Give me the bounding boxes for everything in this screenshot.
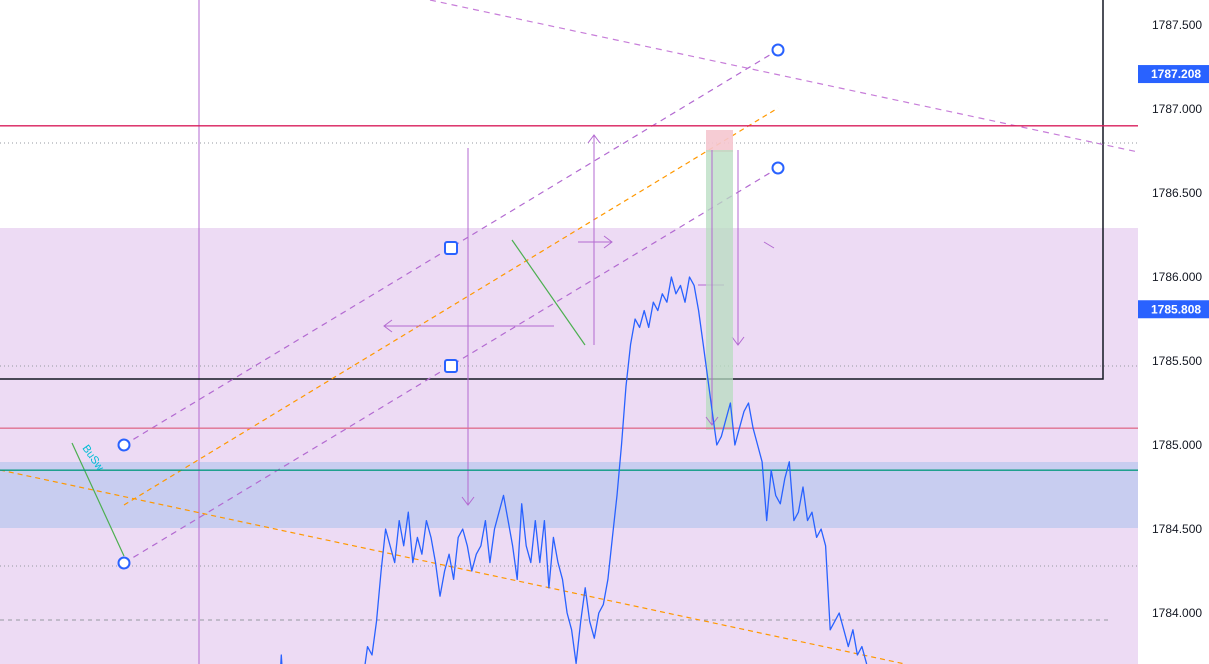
green-trendline[interactable] — [71, 442, 125, 557]
anchor-handle[interactable] — [771, 161, 785, 175]
series-line-price — [280, 276, 868, 664]
levels-layer — [0, 125, 1138, 471]
y-tick-label: 1785.500 — [1152, 354, 1202, 368]
purple-zone — [0, 228, 1138, 664]
position-stop-zone[interactable] — [706, 130, 733, 152]
y-tick-label: 1787.000 — [1152, 102, 1202, 116]
position-target-zone[interactable] — [706, 150, 733, 430]
anchor-handle[interactable] — [117, 556, 131, 570]
anchor-handle[interactable] — [771, 43, 785, 57]
price-axis[interactable]: 1787.500 1787.000 1786.500 1786.000 1785.500… — [1152, 18, 1202, 664]
blue-zone — [0, 462, 1138, 528]
y-tick-label: 1786.000 — [1152, 270, 1202, 284]
anchor-handle-square[interactable] — [444, 359, 458, 373]
price-tags: 1787.2081785.8081783.46000:321782.514178… — [1138, 65, 1209, 319]
orange-trendline-down[interactable] — [0, 469, 906, 664]
descending-line[interactable] — [429, 0, 1139, 153]
anchor-handle[interactable] — [117, 438, 131, 452]
measure-arrows[interactable] — [383, 134, 775, 506]
y-tick-label: 1785.000 — [1152, 438, 1202, 452]
y-tick-label: 1784.000 — [1152, 606, 1202, 620]
series-layer — [280, 276, 868, 664]
price-tag-label: 1785.808 — [1151, 302, 1201, 316]
price-axis-panel[interactable] — [1138, 0, 1209, 664]
y-tick-label: 1786.500 — [1152, 186, 1202, 200]
green-trendline[interactable] — [511, 239, 586, 346]
y-tick-label: 1787.500 — [1152, 18, 1202, 32]
price-tag-label: 1787.208 — [1151, 67, 1201, 81]
position-arrow — [705, 416, 719, 426]
anchor-handle-square[interactable] — [444, 241, 458, 255]
price-tag-bg — [1138, 65, 1209, 84]
y-tick-label: 1784.500 — [1152, 522, 1202, 536]
orange-trendline-up[interactable] — [123, 107, 779, 506]
price-tag-bg — [1138, 300, 1209, 319]
